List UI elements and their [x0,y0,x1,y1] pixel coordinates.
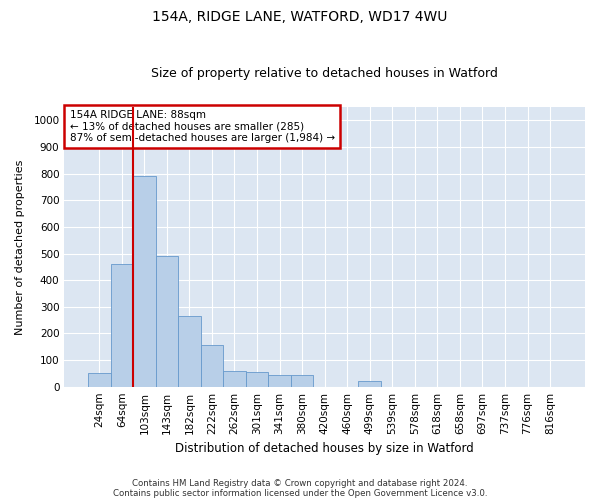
Bar [291,374,313,386]
Bar [358,382,381,386]
Bar [223,370,246,386]
X-axis label: Distribution of detached houses by size in Watford: Distribution of detached houses by size … [175,442,474,455]
Bar [178,316,200,386]
Title: Size of property relative to detached houses in Watford: Size of property relative to detached ho… [151,66,498,80]
Bar [110,264,133,386]
Bar [88,374,110,386]
Text: Contains public sector information licensed under the Open Government Licence v3: Contains public sector information licen… [113,488,487,498]
Text: 154A, RIDGE LANE, WATFORD, WD17 4WU: 154A, RIDGE LANE, WATFORD, WD17 4WU [152,10,448,24]
Y-axis label: Number of detached properties: Number of detached properties [15,159,25,334]
Bar [155,256,178,386]
Text: Contains HM Land Registry data © Crown copyright and database right 2024.: Contains HM Land Registry data © Crown c… [132,478,468,488]
Bar [268,374,291,386]
Bar [200,346,223,387]
Text: 154A RIDGE LANE: 88sqm
← 13% of detached houses are smaller (285)
87% of semi-de: 154A RIDGE LANE: 88sqm ← 13% of detached… [70,110,335,143]
Bar [133,176,155,386]
Bar [246,372,268,386]
